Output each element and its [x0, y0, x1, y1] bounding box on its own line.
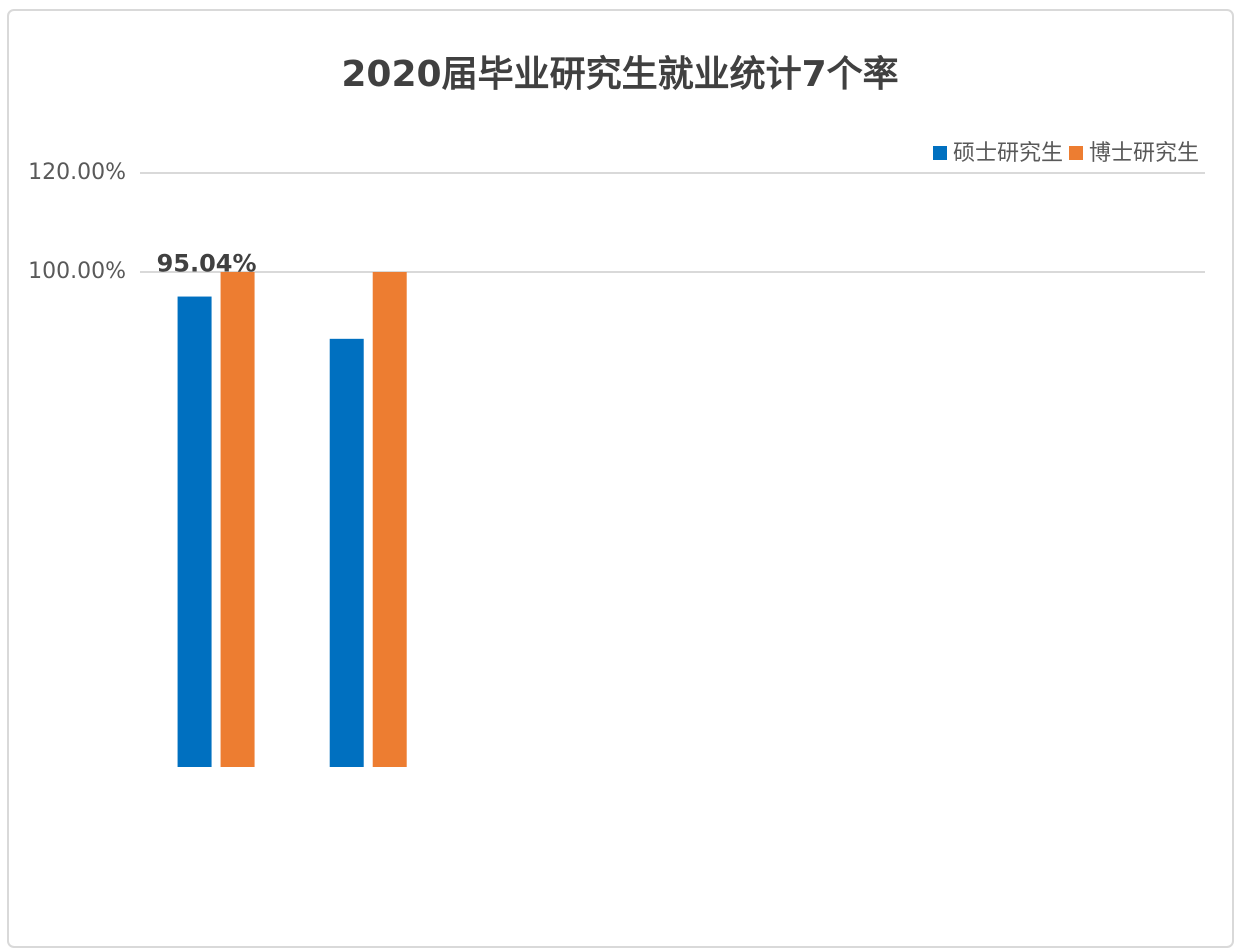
bar	[372, 272, 407, 767]
y-tick-label: 100.00%	[28, 259, 126, 284]
chart-title: 2020届毕业研究生就业统计7个率	[341, 54, 898, 95]
bar	[177, 296, 212, 767]
chart-frame	[7, 9, 1234, 948]
legend-label: 博士研究生	[1089, 141, 1199, 166]
legend-swatch	[933, 146, 947, 160]
bar	[220, 272, 255, 767]
bar	[329, 338, 364, 767]
legend-swatch	[1069, 146, 1083, 160]
legend-label: 硕士研究生	[953, 141, 1063, 166]
y-tick-label: 120.00%	[28, 160, 126, 185]
